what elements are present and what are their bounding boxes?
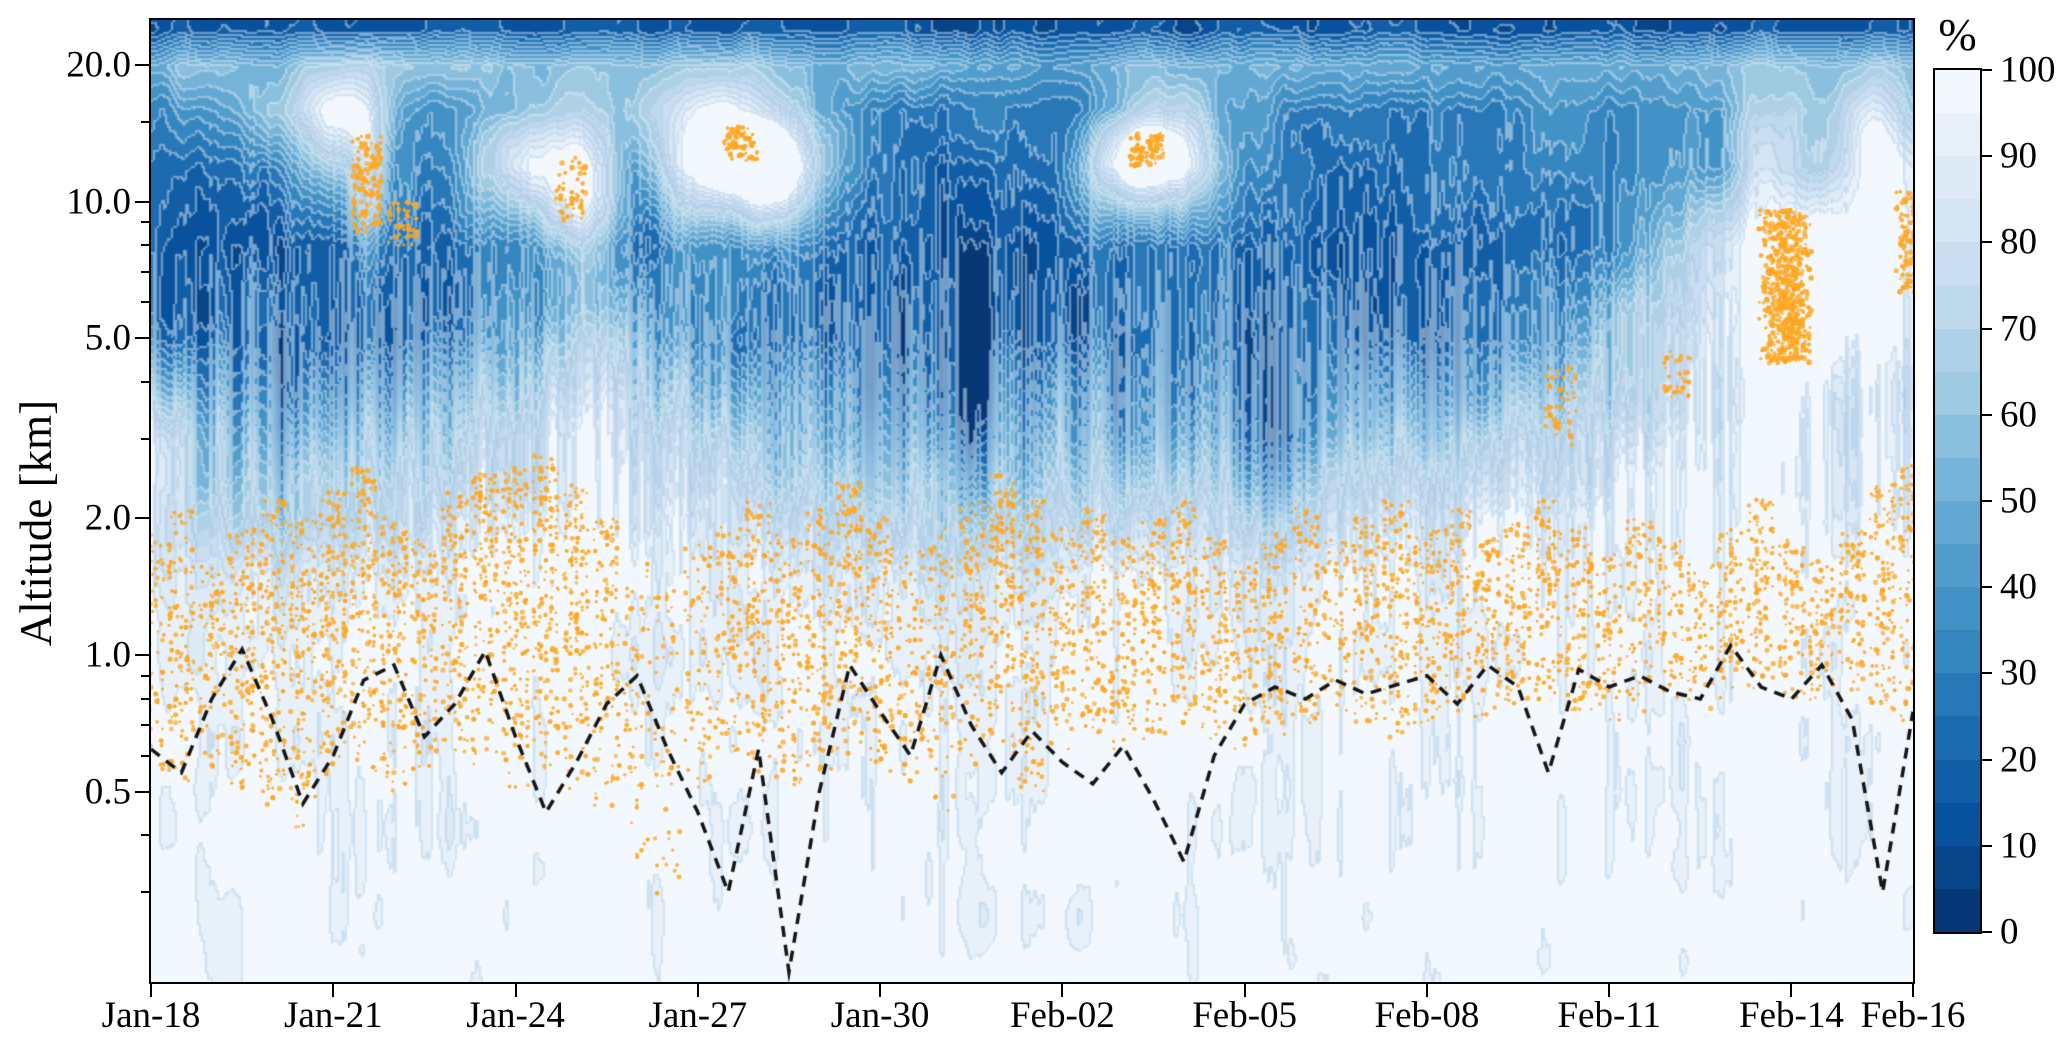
y-axis-minor-tick <box>141 244 149 247</box>
y-axis-minor-tick <box>141 697 149 700</box>
colorbar-tick-label: 40 <box>2000 566 2037 608</box>
x-axis-tick <box>1061 984 1064 997</box>
x-axis-tick <box>879 984 882 997</box>
colorbar-tick <box>1982 155 1992 158</box>
x-tick-label: Feb-08 <box>1374 995 1480 1036</box>
y-tick-label: 0.5 <box>84 771 131 813</box>
y-axis-minor-tick <box>141 754 149 757</box>
x-axis-tick <box>150 984 152 997</box>
colorbar-tick <box>1982 844 1992 847</box>
x-tick-label: Jan-30 <box>830 995 930 1036</box>
plot-frame <box>149 18 1915 984</box>
colorbar-tick <box>1982 586 1992 589</box>
x-tick-label: Jan-27 <box>648 995 748 1036</box>
colorbar-segment <box>1935 500 1980 545</box>
x-tick-label: Jan-18 <box>101 995 201 1036</box>
colorbar-tick <box>1982 327 1992 330</box>
x-tick-label: Feb-02 <box>1009 995 1115 1036</box>
y-axis-minor-tick <box>141 380 149 383</box>
x-axis-tick <box>696 984 699 997</box>
x-tick-label: Jan-21 <box>283 995 383 1036</box>
x-axis-tick <box>1243 984 1246 997</box>
colorbar-segment <box>1935 156 1980 200</box>
y-axis-minor-tick <box>141 437 149 440</box>
colorbar-tick <box>1982 69 1992 71</box>
y-axis-tick <box>135 337 149 340</box>
x-tick-label: Jan-24 <box>466 995 565 1036</box>
y-axis-tick <box>135 517 149 520</box>
colorbar-tick-label: 30 <box>2000 652 2037 694</box>
colorbar-segment <box>1935 242 1980 286</box>
aerosol-scatter-and-boundary-line-overlay <box>151 20 1913 982</box>
x-axis-tick <box>1608 984 1611 997</box>
colorbar-tick <box>1982 241 1992 244</box>
y-tick-label: 5.0 <box>84 317 131 359</box>
colorbar-tick <box>1982 500 1992 502</box>
colorbar-segment <box>1935 371 1980 415</box>
colorbar-segment <box>1935 630 1980 674</box>
colorbar-segment <box>1935 414 1980 458</box>
colorbar-segment <box>1935 113 1980 157</box>
colorbar-tick-label: 100 <box>2000 49 2056 91</box>
colorbar-tick-label: 10 <box>2000 825 2037 867</box>
colorbar-segment <box>1935 457 1980 501</box>
colorbar-title: % <box>1938 9 1977 60</box>
x-tick-label: Feb-14 <box>1739 995 1844 1036</box>
y-axis-tick <box>135 63 149 66</box>
colorbar-segment <box>1935 759 1980 803</box>
y-axis-minor-tick <box>141 120 149 123</box>
y-tick-label: 1.0 <box>84 634 131 676</box>
colorbar-tick-label: 50 <box>2000 480 2037 522</box>
y-axis-minor-tick <box>141 834 149 837</box>
x-axis-tick <box>1912 984 1914 997</box>
colorbar-tick <box>1982 758 1992 761</box>
colorbar-segment <box>1935 328 1980 372</box>
x-axis-tick <box>332 984 335 997</box>
y-axis-tick <box>135 654 149 656</box>
colorbar-tick-label: 80 <box>2000 221 2037 263</box>
colorbar-segment <box>1935 199 1980 243</box>
colorbar-segment <box>1935 285 1980 329</box>
x-tick-label: Feb-16 <box>1860 995 1966 1036</box>
y-axis-minor-tick <box>141 724 149 727</box>
colorbar-tick <box>1982 931 1992 933</box>
y-axis-minor-tick <box>141 221 149 224</box>
colorbar-tick <box>1982 672 1992 675</box>
colorbar-segment <box>1935 888 1980 932</box>
y-axis-tick <box>135 790 149 793</box>
x-axis-tick <box>1425 984 1428 997</box>
y-axis-minor-tick <box>141 270 149 273</box>
y-tick-label: 2.0 <box>84 497 131 539</box>
colorbar-tick-label: 90 <box>2000 135 2037 177</box>
y-axis-minor-tick <box>141 891 149 894</box>
y-axis-tick <box>135 200 149 203</box>
colorbar-tick-label: 70 <box>2000 308 2037 350</box>
colorbar-segment <box>1935 544 1980 588</box>
colorbar-segment <box>1935 802 1980 846</box>
x-axis-tick <box>1790 984 1793 997</box>
colorbar-segment <box>1935 673 1980 717</box>
colorbar-segment <box>1935 587 1980 631</box>
y-tick-label: 10.0 <box>66 181 131 222</box>
x-axis-tick <box>514 984 517 997</box>
colorbar-tick-label: 60 <box>2000 394 2037 436</box>
colorbar-segment <box>1935 716 1980 760</box>
colorbar-tick <box>1982 413 1992 416</box>
colorbar-tick-label: 20 <box>2000 739 2037 781</box>
colorbar-tick-label: 0 <box>2000 911 2019 953</box>
colorbar <box>1933 68 1982 934</box>
y-axis-minor-tick <box>141 674 149 677</box>
colorbar-segment <box>1935 845 1980 889</box>
y-tick-label: 20.0 <box>66 44 131 86</box>
y-axis-title: Altitude [km] <box>11 399 61 647</box>
x-tick-label: Feb-11 <box>1557 995 1661 1036</box>
colorbar-segment <box>1935 70 1980 114</box>
y-axis-minor-tick <box>141 301 149 304</box>
x-tick-label: Feb-05 <box>1192 995 1298 1036</box>
